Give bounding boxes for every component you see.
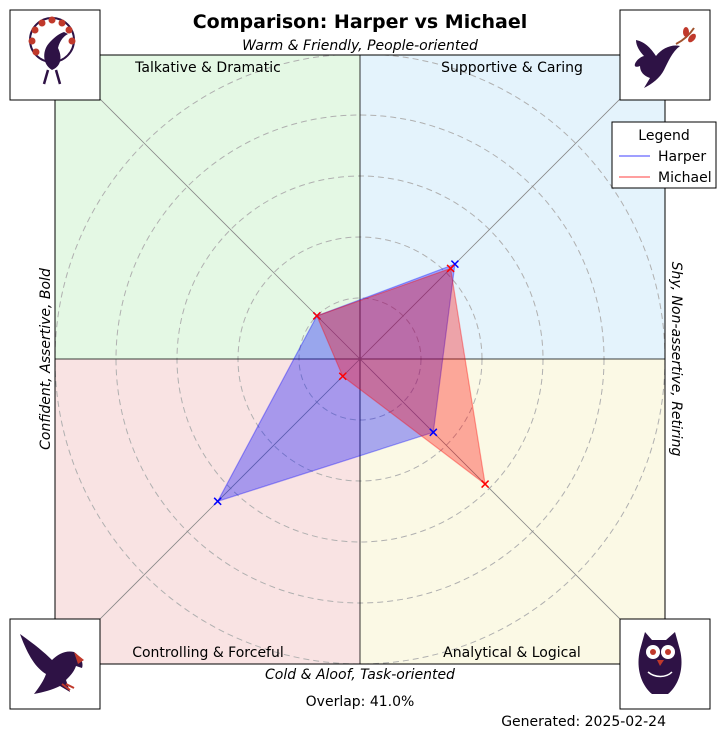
- axis-label-bottom: Cold & Aloof, Task-oriented: [265, 667, 455, 683]
- quadrant-label-talkative: Talkative & Dramatic: [134, 60, 281, 76]
- point-marker-harper-3: [213, 497, 222, 506]
- point-marker-michael-2: [481, 480, 490, 489]
- point-marker-michael-1: [446, 264, 455, 273]
- point-marker-harper-2: [429, 428, 438, 437]
- owl-icon-box: [619, 618, 711, 710]
- legend-label-harper: Harper: [658, 149, 706, 165]
- eagle-icon-box: [9, 618, 101, 710]
- quadrant-label-controlling: Controlling & Forceful: [132, 645, 284, 661]
- generated-text: Generated: 2025-02-24: [501, 714, 666, 730]
- legend: Legend Harper Michael: [611, 121, 717, 189]
- dove-icon: [634, 27, 696, 88]
- peacock-icon-box: [9, 9, 101, 101]
- series-layer: [213, 260, 490, 506]
- chart-title: Comparison: Harper vs Michael: [193, 11, 528, 33]
- eagle-icon: [20, 634, 84, 694]
- plot-frame: [54, 54, 666, 665]
- overlap-text: Overlap: 41.0%: [306, 694, 415, 710]
- owl-icon: [638, 632, 682, 694]
- axis-label-left: Confident, Assertive, Bold: [38, 268, 54, 450]
- legend-label-michael: Michael: [658, 170, 712, 186]
- axis-label-top: Warm & Friendly, People-oriented: [242, 38, 478, 54]
- peacock-icon: [28, 16, 76, 85]
- point-marker-michael-3: [338, 372, 347, 381]
- axis-label-right: Shy, Non-assertive, Retiring: [668, 262, 684, 457]
- point-marker-michael-4: [312, 311, 321, 320]
- dove-icon-box: [619, 9, 711, 101]
- quadrant-label-supportive: Supportive & Caring: [441, 60, 583, 76]
- legend-title: Legend: [638, 128, 689, 144]
- quadrant-label-analytical: Analytical & Logical: [443, 645, 581, 661]
